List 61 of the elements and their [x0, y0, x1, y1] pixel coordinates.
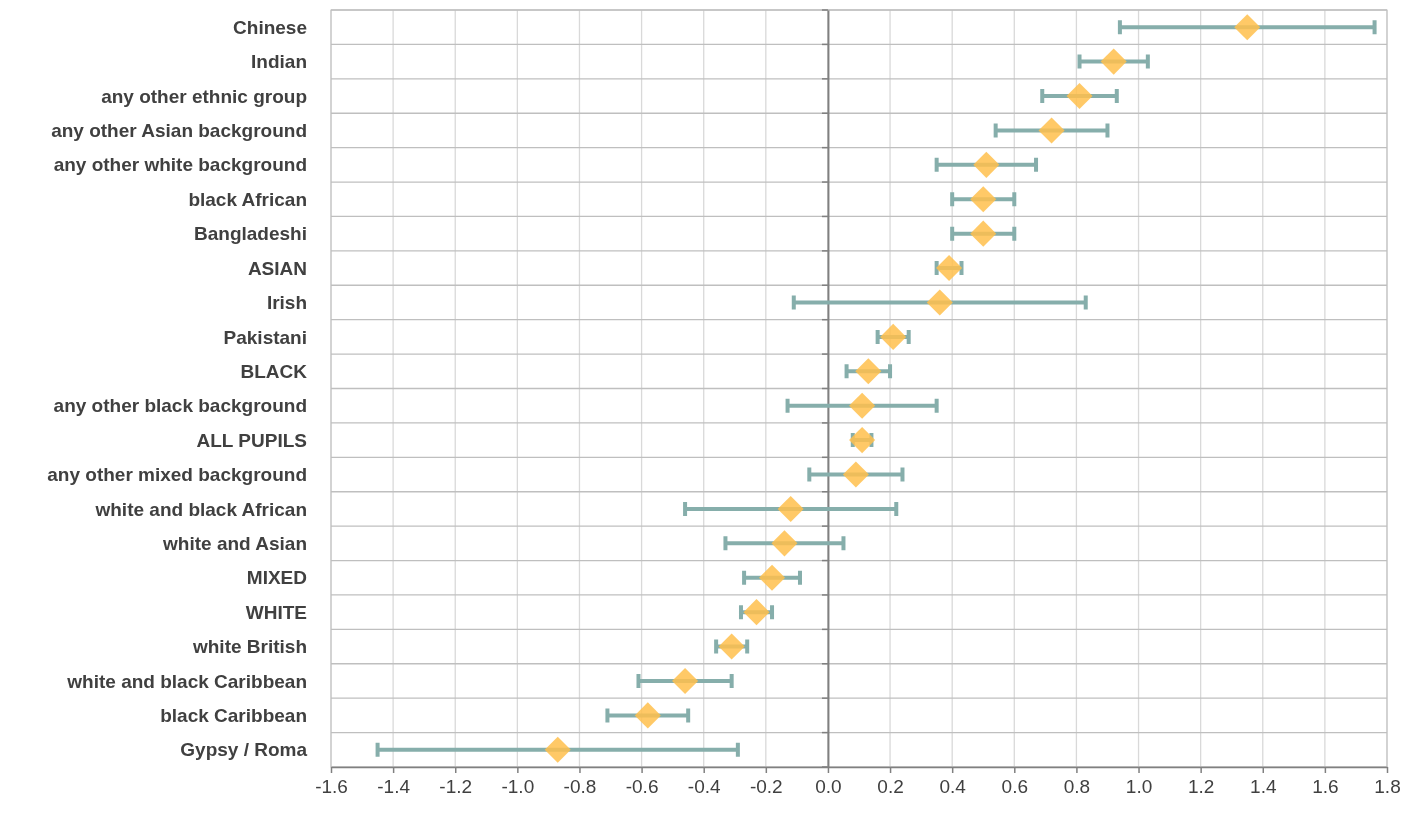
y-tick-label: Pakistani	[223, 326, 307, 348]
x-tick-label: 0.2	[877, 776, 904, 798]
y-tick-label: Indian	[251, 51, 307, 73]
y-tick-label: ASIAN	[247, 257, 307, 279]
point	[970, 220, 997, 247]
point	[1038, 117, 1065, 144]
point	[849, 392, 876, 419]
y-tick-label: white and black Caribbean	[66, 670, 307, 692]
y-tick-label: WHITE	[245, 601, 307, 623]
y-tick-label: any other black background	[53, 395, 307, 417]
y-tick-label: white and black African	[94, 498, 307, 520]
x-tick-label: -1.0	[501, 776, 535, 798]
y-tick-label: Chinese	[233, 16, 307, 38]
y-tick-label: Irish	[266, 292, 307, 314]
point	[970, 186, 997, 213]
y-tick-label: BLACK	[240, 360, 308, 382]
y-tick-label: MIXED	[246, 567, 307, 589]
x-tick-label: 0.6	[1001, 776, 1029, 798]
x-tick-label: 1.0	[1125, 776, 1153, 798]
point	[973, 151, 1000, 178]
point	[880, 323, 907, 350]
point	[759, 564, 786, 591]
point	[926, 289, 953, 316]
x-tick-label: 0.4	[939, 776, 967, 798]
x-tick-label: -1.6	[315, 776, 348, 798]
point	[672, 667, 699, 695]
point	[718, 633, 745, 660]
point	[1066, 82, 1093, 110]
y-tick-label: black African	[188, 188, 307, 210]
point	[1234, 14, 1261, 41]
x-tick-label: -0.6	[625, 776, 659, 798]
x-tick-label: 0.0	[815, 776, 842, 798]
point	[936, 255, 963, 282]
y-tick-label: Bangladeshi	[194, 223, 307, 245]
point	[771, 530, 798, 557]
x-tick-label: 1.2	[1187, 776, 1215, 798]
y-tick-label: any other mixed background	[47, 464, 307, 486]
x-tick-label: -1.4	[377, 776, 411, 798]
y-tick-label: white and Asian	[162, 532, 307, 554]
point	[842, 461, 869, 488]
y-tick-label: any other Asian background	[51, 120, 307, 142]
x-tick-label: -0.4	[687, 776, 721, 798]
point	[777, 495, 804, 522]
x-tick-label: -1.2	[439, 776, 473, 798]
y-tick-label: any other ethnic group	[101, 85, 307, 107]
y-tick-label: any other white background	[53, 154, 307, 176]
x-tick-label: 1.6	[1312, 776, 1339, 798]
point	[743, 599, 770, 626]
point	[634, 702, 661, 729]
y-tick-label: Gypsy / Roma	[180, 739, 308, 761]
point	[544, 736, 571, 763]
x-tick-label: 0.8	[1063, 776, 1091, 798]
y-tick-label: ALL PUPILS	[196, 429, 307, 451]
y-tick-label: white British	[191, 636, 307, 658]
x-tick-label: 1.4	[1250, 776, 1277, 798]
point	[855, 358, 882, 385]
x-tick-label: 1.8	[1374, 776, 1401, 798]
x-tick-label: -0.8	[563, 776, 597, 798]
y-tick-label: black Caribbean	[160, 705, 307, 727]
point	[1100, 48, 1127, 75]
x-tick-label: -0.2	[749, 776, 783, 798]
